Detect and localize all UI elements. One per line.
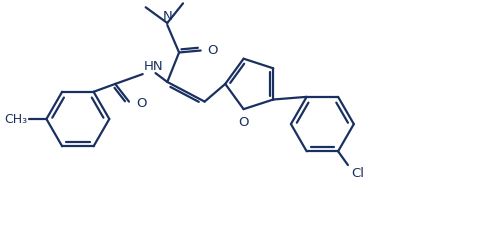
- Text: HN: HN: [143, 60, 163, 73]
- Text: N: N: [162, 10, 172, 23]
- Text: O: O: [238, 116, 248, 129]
- Text: O: O: [207, 44, 218, 57]
- Text: CH₃: CH₃: [4, 113, 28, 125]
- Text: O: O: [136, 97, 146, 110]
- Text: Cl: Cl: [350, 167, 363, 180]
